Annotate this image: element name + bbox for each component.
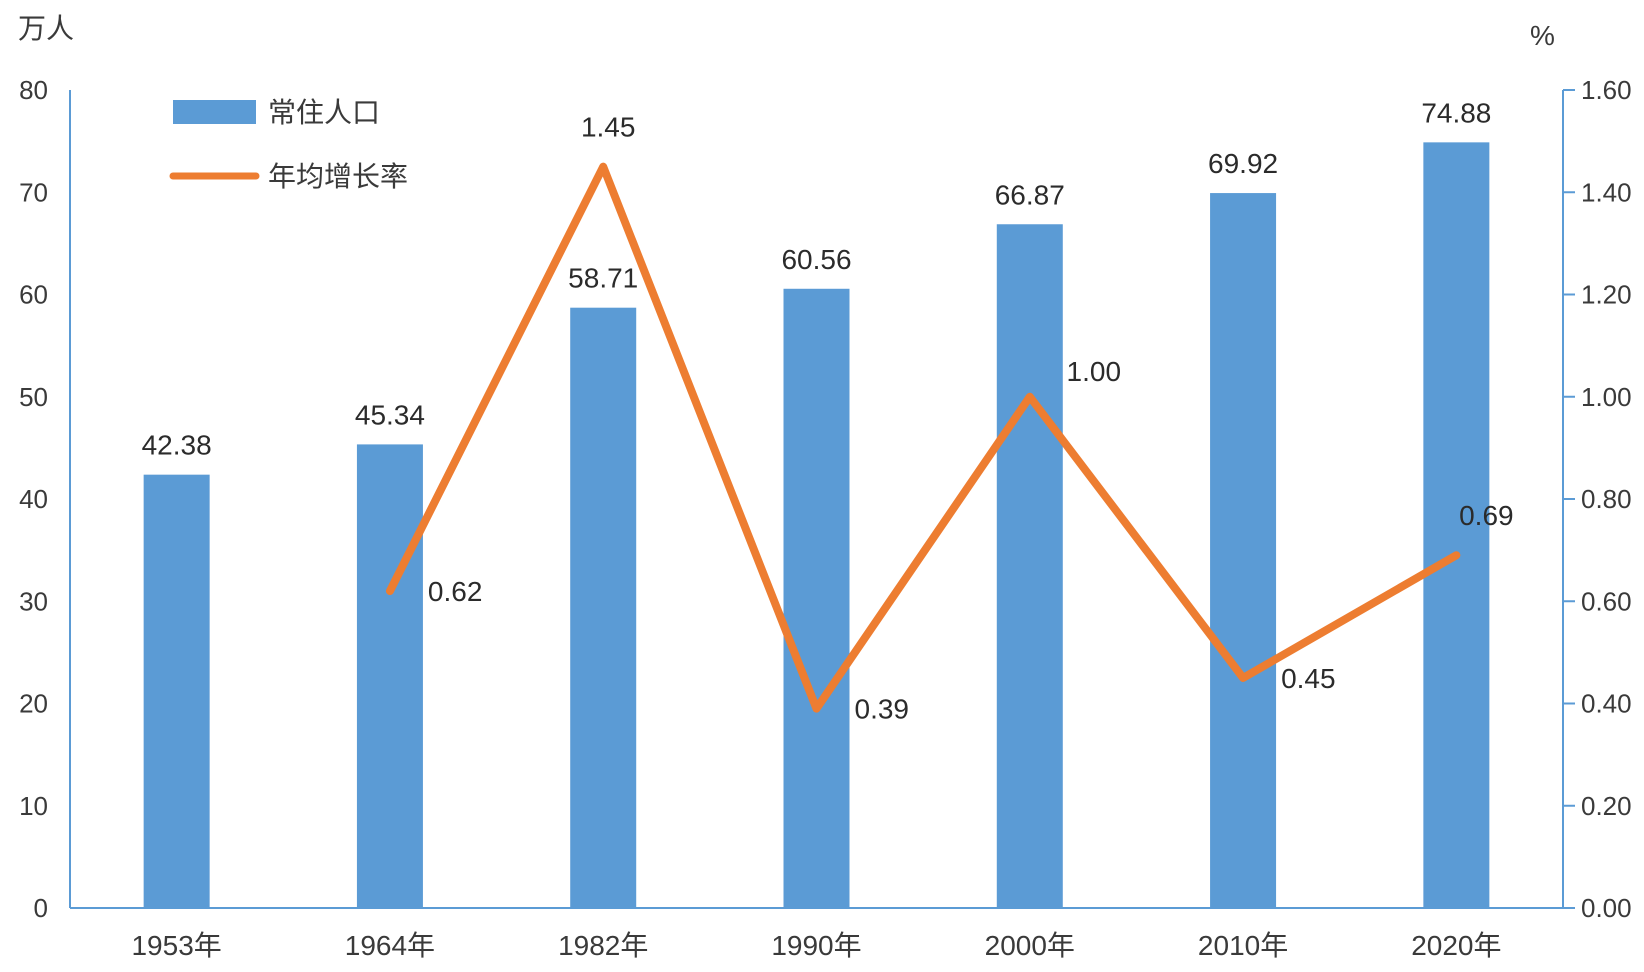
line-point-label-3: 0.39	[855, 694, 910, 725]
bar-label-3: 60.56	[781, 244, 851, 275]
left-axis-unit: 万人	[18, 13, 74, 44]
left-tick-label-7: 70	[19, 177, 48, 207]
bar-label-0: 42.38	[142, 430, 212, 461]
legend-label-growth: 年均增长率	[268, 160, 408, 193]
x-tick-label-4: 2000年	[985, 930, 1075, 961]
left-tick-label-6: 60	[19, 280, 48, 310]
bar-label-2: 58.71	[568, 263, 638, 294]
left-tick-label-2: 20	[19, 689, 48, 719]
right-tick-label-1: 0.20	[1581, 791, 1632, 821]
legend: 常住人口 年均增长率	[169, 96, 408, 193]
line-point-label-1: 0.62	[428, 576, 483, 607]
bar-5	[1210, 193, 1277, 908]
x-tick-label-6: 2020年	[1411, 930, 1501, 961]
legend-label-population: 常住人口	[268, 96, 380, 129]
right-tick-label-8: 1.60	[1581, 75, 1632, 105]
bar-label-1: 45.34	[355, 399, 425, 430]
bar-1	[356, 444, 423, 908]
right-tick-label-4: 0.80	[1581, 484, 1632, 514]
bar-label-4: 66.87	[995, 179, 1065, 210]
line-point-label-2: 1.45	[581, 112, 636, 143]
growth-rate-line	[385, 162, 1461, 713]
left-tick-label-1: 10	[19, 791, 48, 821]
line-point-label-6: 0.69	[1459, 500, 1514, 531]
line-layer	[385, 162, 1461, 713]
bar-6	[1423, 142, 1490, 909]
line-point-label-5: 0.45	[1281, 663, 1336, 694]
left-tick-label-5: 50	[19, 382, 48, 412]
x-tick-label-5: 2010年	[1198, 930, 1288, 961]
right-tick-label-6: 1.20	[1581, 280, 1632, 310]
x-tick-label-2: 1982年	[558, 930, 648, 961]
right-axis-unit: %	[1530, 20, 1555, 51]
right-tick-label-2: 0.40	[1581, 689, 1632, 719]
labels-layer: 42.38 45.34 58.71 60.56 66.87 69.92 74.88 0.62 1…	[142, 97, 1514, 724]
bars-layer	[143, 142, 1490, 909]
axes-layer: 0 10 20 30 40 50 60 70 80 0.00 0.20 0.40 0.60 0.80 1.0…	[19, 75, 1632, 961]
bar-2	[570, 307, 637, 908]
legend-swatch-population	[173, 100, 256, 124]
x-tick-label-0: 1953年	[131, 930, 221, 961]
left-tick-label-0: 0	[34, 893, 48, 923]
right-tick-label-3: 0.60	[1581, 586, 1632, 616]
bar-4	[996, 224, 1063, 908]
right-tick-label-5: 1.00	[1581, 382, 1632, 412]
right-tick-label-7: 1.40	[1581, 177, 1632, 207]
bar-0	[143, 474, 210, 908]
bar-label-6: 74.88	[1421, 97, 1491, 128]
left-tick-label-4: 40	[19, 484, 48, 514]
left-tick-label-8: 80	[19, 75, 48, 105]
left-tick-label-3: 30	[19, 586, 48, 616]
bar-3	[783, 288, 850, 908]
x-tick-label-3: 1990年	[771, 930, 861, 961]
right-tick-label-0: 0.00	[1581, 893, 1632, 923]
line-point-label-4: 1.00	[1067, 356, 1122, 387]
bar-label-5: 69.92	[1208, 148, 1278, 179]
x-tick-label-1: 1964年	[345, 930, 435, 961]
